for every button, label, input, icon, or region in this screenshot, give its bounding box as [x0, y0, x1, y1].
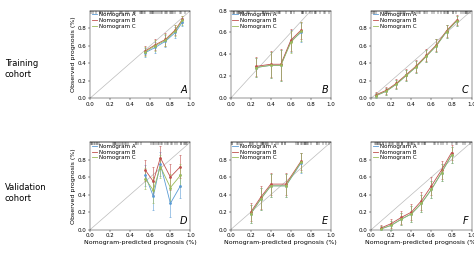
Y-axis label: Observed prognosis (%): Observed prognosis (%) — [71, 17, 76, 92]
Text: B: B — [321, 85, 328, 95]
Text: E: E — [322, 216, 328, 226]
Text: F: F — [463, 216, 469, 226]
Legend: Nomogram A, Nomogram B, Nomogram C: Nomogram A, Nomogram B, Nomogram C — [91, 12, 136, 30]
Legend: Nomogram A, Nomogram B, Nomogram C: Nomogram A, Nomogram B, Nomogram C — [373, 12, 417, 30]
Text: C: C — [462, 85, 469, 95]
Y-axis label: Observed prognosis (%): Observed prognosis (%) — [71, 148, 76, 224]
X-axis label: Nomogram-predicted prognosis (%): Nomogram-predicted prognosis (%) — [365, 240, 474, 245]
X-axis label: Nomogram-predicted prognosis (%): Nomogram-predicted prognosis (%) — [84, 240, 197, 245]
Legend: Nomogram A, Nomogram B, Nomogram C: Nomogram A, Nomogram B, Nomogram C — [232, 143, 277, 161]
Legend: Nomogram A, Nomogram B, Nomogram C: Nomogram A, Nomogram B, Nomogram C — [373, 143, 417, 161]
X-axis label: Nomogram-predicted prognosis (%): Nomogram-predicted prognosis (%) — [225, 240, 337, 245]
Legend: Nomogram A, Nomogram B, Nomogram C: Nomogram A, Nomogram B, Nomogram C — [232, 12, 277, 30]
Legend: Nomogram A, Nomogram B, Nomogram C: Nomogram A, Nomogram B, Nomogram C — [91, 143, 136, 161]
Text: Training
cohort: Training cohort — [5, 59, 38, 79]
Text: Validation
cohort: Validation cohort — [5, 183, 46, 203]
Text: A: A — [181, 85, 187, 95]
Text: D: D — [180, 216, 187, 226]
